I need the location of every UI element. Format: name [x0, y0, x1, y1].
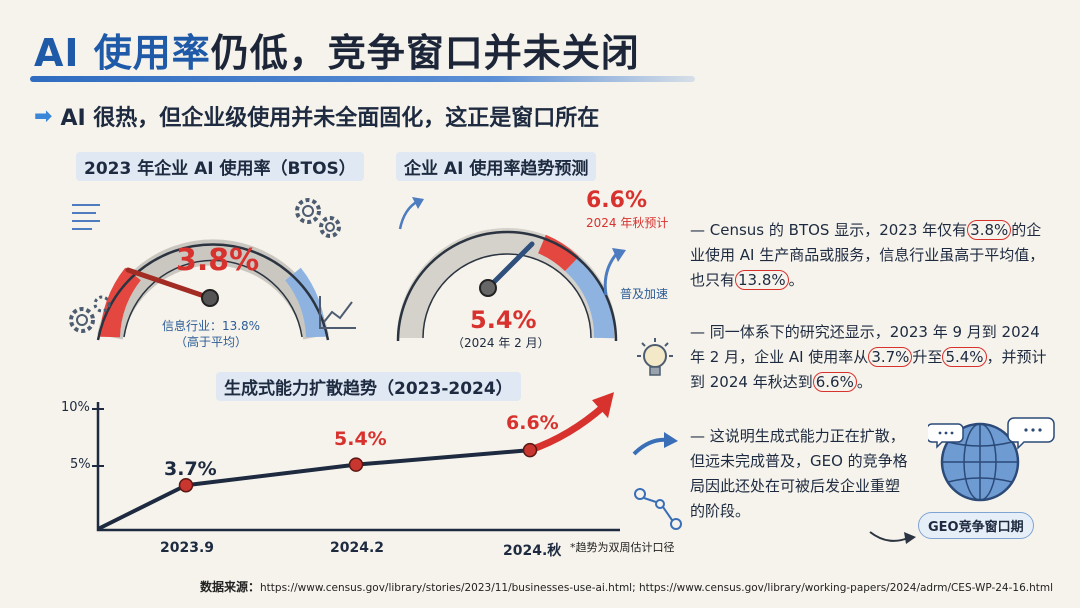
accel-note: 普及加速 — [619, 287, 668, 301]
chat-bubble-icon — [1007, 417, 1055, 450]
arrow-right-icon: ➡ — [34, 103, 53, 129]
x-tick-label: 2024.2 — [330, 540, 385, 556]
source-line: 数据来源：https://www.census.gov/library/stor… — [200, 578, 1053, 595]
footnote: *趋势为双周估计口径 — [570, 541, 675, 554]
bullet-item: — 这说明生成式能力正在扩散，但远未完成普及，GEO 的竞争格局因此还处在可被后… — [690, 427, 908, 520]
left-gauge-title: 2023 年企业 AI 使用率（BTOS） — [76, 152, 364, 181]
gear-icon — [295, 198, 341, 238]
trend-segment — [184, 462, 358, 488]
subtitle: ➡ AI 很热，但企业级使用并未全面固化，这正是窗口所在 — [34, 100, 599, 132]
right-gauge — [396, 228, 618, 342]
highlight-value: 13.8% — [735, 270, 789, 290]
x-tick-label: 2023.9 — [160, 540, 215, 556]
source-text: https://www.census.gov/library/stories/2… — [260, 582, 1054, 594]
highlight-value: 3.8% — [967, 220, 1012, 240]
right-gauge-date: （2024 年 2 月） — [452, 336, 550, 350]
gear-icon — [69, 295, 111, 333]
bullet-item: — Census 的 BTOS 显示，2023 年仅有 3.8% 的企业使用 AI … — [690, 220, 1045, 290]
subtitle-text: AI 很热，但企业级使用并未全面固化，这正是窗口所在 — [60, 106, 600, 131]
title-rest: 仍低，竞争窗口并未关闭 — [210, 31, 640, 75]
highlight-value: 6.6% — [812, 372, 857, 392]
data-label: 3.7% — [164, 458, 217, 480]
arrow-right-icon — [632, 432, 678, 456]
left-gauge — [96, 239, 330, 341]
left-gauge-needle — [125, 267, 213, 301]
share-nodes-icon — [634, 488, 682, 530]
title-highlight: AI 使用率 — [34, 31, 211, 75]
right-gauge-title: 企业 AI 使用率趋势预测 — [396, 152, 597, 181]
globe-label: GEO竞争窗口期 — [918, 512, 1034, 539]
settings-lines-icon — [72, 204, 100, 230]
arrow-right-icon — [869, 531, 916, 544]
y-tick-label: 5% — [70, 457, 91, 472]
right-gauge-value: 5.4% — [470, 306, 537, 334]
globe-icon — [928, 417, 1055, 502]
data-label: 5.4% — [334, 428, 387, 450]
y-tick-label: 10% — [61, 400, 90, 415]
left-gauge-value: 3.8% — [176, 243, 260, 278]
x-tick-label: 2024.秋 — [503, 543, 562, 559]
right-gauge-blue-band — [565, 256, 614, 339]
highlight-value: 3.7% — [868, 347, 913, 367]
lightbulb-icon — [637, 338, 673, 376]
left-gauge-note-line1: 信息行业：13.8% — [161, 319, 261, 333]
page-title: AI 使用率仍低，竞争窗口并未关闭 — [34, 22, 640, 77]
data-point — [348, 457, 364, 472]
forecast-arrowhead — [592, 392, 614, 419]
trend-chart — [92, 392, 620, 532]
forecast-arrow — [528, 403, 607, 454]
right-gauge-red-band — [537, 234, 579, 272]
forecast-note: 2024 年秋预计 — [586, 216, 669, 230]
forecast-value: 6.6% — [586, 188, 648, 213]
arrow-up-icon — [603, 248, 626, 296]
data-point — [178, 477, 194, 493]
chart-title: 生成式能力扩散趋势（2023-2024） — [216, 372, 521, 401]
title-underline — [30, 76, 695, 82]
left-gauge-hub — [201, 289, 219, 307]
left-gauge-note: 信息行业：13.8% （高于平均） — [156, 318, 266, 350]
trend-segment — [98, 483, 188, 530]
arrow-up-icon — [398, 197, 424, 230]
right-gauge-hub — [479, 279, 497, 297]
data-label: 6.6% — [506, 412, 559, 434]
data-point — [522, 442, 538, 458]
left-gauge-note-line2: （高于平均） — [174, 335, 247, 349]
chat-bubble-icon — [928, 423, 964, 449]
trend-chart-icon — [319, 296, 356, 329]
trend-segment — [354, 448, 532, 467]
chart-axes — [96, 402, 620, 532]
right-gauge-needle — [485, 241, 535, 291]
source-label: 数据来源： — [200, 580, 261, 594]
bullet-item: — 同一体系下的研究还显示，2023 年 9 月到 2024 年 2 月，企业 … — [690, 323, 1047, 392]
highlight-value: 5.4% — [942, 347, 987, 367]
